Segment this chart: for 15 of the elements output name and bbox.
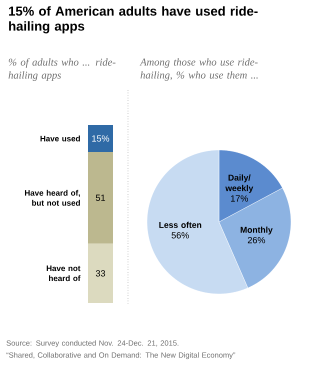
data-label: 56% — [172, 232, 189, 238]
chart-title: 15% of American adults have used ride-hailing apps — [9, 6, 258, 34]
slice-label: Daily/ weekly — [225, 174, 254, 193]
chart-title: Among those who use ride-hailing, % who use them ... — [140, 58, 258, 81]
series-label: Have not heard of — [46, 266, 80, 282]
series-label: Have heard of, but not used — [24, 190, 80, 206]
data-label: 17% — [231, 195, 248, 202]
data-label: 33 — [96, 270, 106, 277]
chart-subtitle: % of adults who ... ride-hailing apps — [8, 58, 116, 81]
data-label: 26% — [248, 236, 266, 244]
data-label: 51 — [96, 194, 106, 201]
slice-label: Less often — [159, 222, 202, 228]
series-label: Have used — [40, 136, 80, 142]
data-label: 15% — [92, 135, 110, 142]
slice-label: Monthly — [240, 226, 273, 234]
